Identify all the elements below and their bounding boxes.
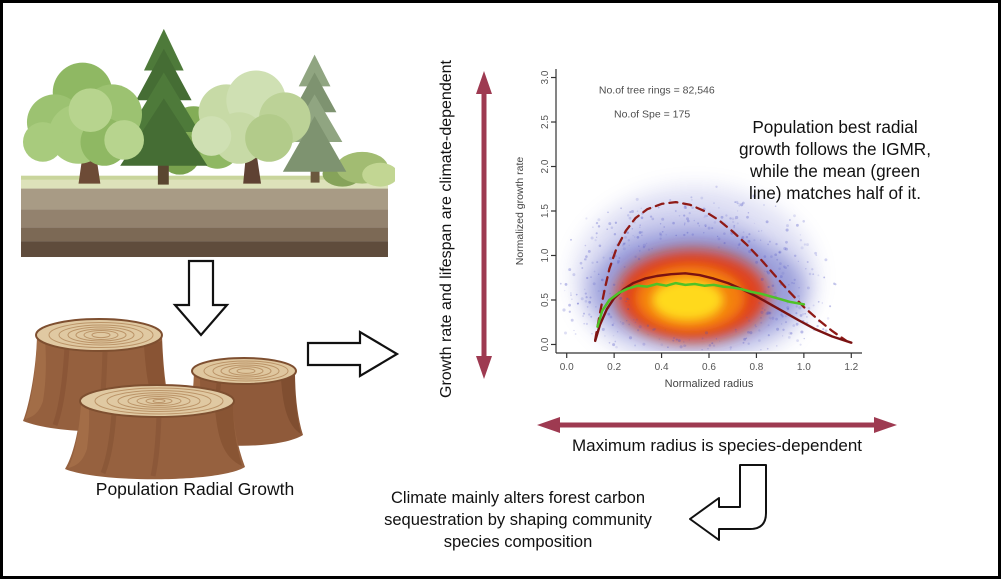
svg-text:0.4: 0.4 [655, 362, 669, 373]
svg-text:1.0: 1.0 [540, 248, 551, 262]
svg-text:1.2: 1.2 [844, 362, 858, 373]
svg-text:0.0: 0.0 [560, 362, 574, 373]
svg-text:3.0: 3.0 [540, 70, 551, 84]
vertical-double-arrow-icon [476, 71, 492, 379]
growth-chart: 0.0 0.2 0.4 0.6 0.8 1.0 1.2 0.0 0.5 1.0 1.5 2.0 2.5 3… [506, 53, 868, 401]
stumps-caption: Population Radial Growth [95, 479, 295, 499]
svg-text:0.6: 0.6 [702, 362, 716, 373]
density-cloud [572, 185, 817, 351]
stumps-illustration [23, 318, 303, 480]
y-axis-title: Normalized growth rate [514, 157, 526, 266]
svg-text:0.2: 0.2 [607, 362, 621, 373]
chart-annotation-0: No.of tree rings = 82,546 [599, 85, 715, 97]
forest-illustration [21, 28, 395, 258]
svg-text:0.0: 0.0 [540, 337, 551, 351]
stump-front [65, 384, 245, 480]
conifer-tree-center [120, 28, 208, 185]
deciduous-tree-right [191, 70, 311, 184]
down-arrow-icon [172, 259, 230, 337]
density-speckles [559, 185, 837, 351]
soil-layers [21, 175, 388, 258]
svg-text:1.0: 1.0 [797, 362, 811, 373]
climate-note: Climate mainly alters forest carbon sequ… [384, 489, 652, 551]
axes [551, 69, 862, 358]
horizontal-axis-note: Maximum radius is species-dependent [571, 436, 863, 455]
deciduous-tree-left [22, 62, 144, 184]
stump-large [23, 318, 173, 432]
svg-text:2.0: 2.0 [540, 159, 551, 173]
svg-text:0.5: 0.5 [540, 293, 551, 307]
horizontal-double-arrow-icon [537, 417, 897, 433]
series-igmr-dashed [594, 200, 848, 343]
svg-text:0.8: 0.8 [749, 362, 763, 373]
series-mean-green [596, 281, 806, 328]
svg-text:2.5: 2.5 [540, 115, 551, 129]
right-arrow-icon [306, 330, 400, 378]
chart-annotation-1: No.of Spe = 175 [614, 109, 690, 121]
side-note: Population best radial growth follows th… [739, 117, 931, 204]
svg-text:1.5: 1.5 [540, 204, 551, 218]
x-axis-title: Normalized radius [665, 378, 754, 390]
growth-chart-plot: 0.0 0.2 0.4 0.6 0.8 1.0 1.2 0.0 0.5 1.0 1.5 2.0 2.5 3… [514, 69, 862, 390]
bent-arrow-icon [689, 464, 767, 541]
vertical-axis-note: Growth rate and lifespan are climate-dep… [438, 60, 455, 398]
